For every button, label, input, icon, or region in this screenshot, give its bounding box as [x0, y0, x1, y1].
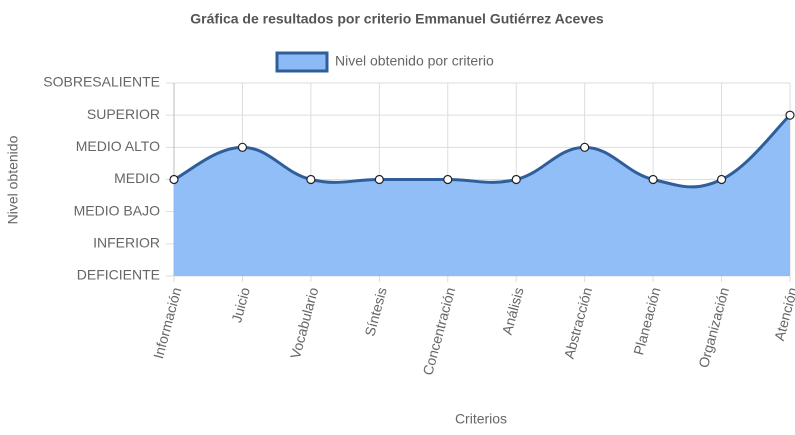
- y-tick-label: MEDIO: [114, 170, 160, 186]
- x-tick-label: Vocabulario: [287, 285, 321, 360]
- x-tick-label: Abstracción: [561, 286, 595, 361]
- y-tick-label: MEDIO ALTO: [76, 138, 160, 154]
- point: [648, 174, 658, 185]
- point: [443, 174, 453, 185]
- x-tick-label: Organización: [695, 286, 732, 370]
- point: [169, 174, 179, 185]
- point: [374, 174, 384, 185]
- x-tick-label: Atención: [771, 286, 795, 343]
- x-tick-label: Planeación: [630, 286, 663, 357]
- point: [785, 110, 795, 120]
- x-tick-label: Síntesis: [361, 286, 389, 338]
- line: [173, 114, 792, 189]
- area: [174, 115, 790, 277]
- point: [306, 174, 316, 185]
- x-tick-label: Concentración: [419, 286, 458, 377]
- x-axis-title: Criterios: [455, 411, 507, 427]
- point: [511, 174, 521, 185]
- legend-swatch: [275, 51, 329, 73]
- y-tick-label: MEDIO BAJO: [74, 202, 160, 218]
- x-tick-label: Análisis: [499, 286, 527, 337]
- x-tick-label: Juicio: [228, 285, 253, 324]
- point: [237, 142, 248, 152]
- point: [580, 142, 590, 152]
- y-axis-title: Nivel obtenido: [5, 135, 21, 224]
- chart-title: Gráfica de resultados por criterio Emman…: [190, 11, 604, 27]
- y-tick-label: DEFICIENTE: [77, 267, 160, 283]
- legend-label: Nivel obtenido por criterio: [335, 53, 494, 69]
- y-tick-label: INFERIOR: [93, 235, 160, 251]
- x-tick-label: Información: [150, 286, 184, 361]
- y-tick-label: SOBRESALIENTE: [43, 74, 160, 90]
- y-tick-label: SUPERIOR: [87, 106, 160, 122]
- point: [716, 174, 727, 185]
